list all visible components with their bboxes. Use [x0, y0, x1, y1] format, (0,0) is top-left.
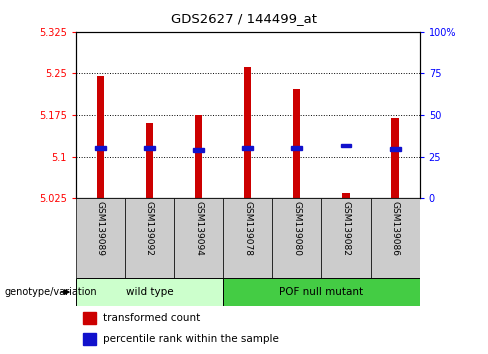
Bar: [342, 193, 349, 198]
Bar: [291, 147, 302, 150]
Bar: [272, 198, 322, 278]
Bar: [174, 198, 223, 278]
Bar: [322, 198, 370, 278]
Text: transformed count: transformed count: [103, 313, 201, 323]
Text: GSM139094: GSM139094: [194, 201, 203, 256]
Bar: [193, 148, 204, 152]
Text: GSM139082: GSM139082: [342, 201, 350, 256]
Bar: [76, 278, 223, 306]
Bar: [244, 67, 251, 198]
Bar: [82, 333, 96, 346]
Bar: [97, 76, 104, 198]
Bar: [144, 147, 155, 150]
Text: GSM139092: GSM139092: [145, 201, 154, 256]
Bar: [146, 123, 153, 198]
Bar: [390, 148, 401, 152]
Bar: [370, 198, 420, 278]
Text: GSM139078: GSM139078: [243, 201, 252, 256]
Bar: [223, 278, 420, 306]
Bar: [341, 144, 351, 148]
Text: percentile rank within the sample: percentile rank within the sample: [103, 335, 279, 344]
Bar: [95, 147, 105, 150]
Text: POF null mutant: POF null mutant: [279, 287, 364, 297]
Bar: [223, 198, 272, 278]
Text: GSM139086: GSM139086: [390, 201, 400, 256]
Text: wild type: wild type: [125, 287, 173, 297]
Text: GSM139080: GSM139080: [292, 201, 301, 256]
Bar: [76, 198, 125, 278]
Bar: [293, 89, 301, 198]
Bar: [82, 312, 96, 324]
Bar: [125, 198, 174, 278]
Bar: [195, 115, 202, 198]
Bar: [242, 147, 253, 150]
Text: genotype/variation: genotype/variation: [5, 287, 98, 297]
Bar: [391, 118, 399, 198]
Text: GDS2627 / 144499_at: GDS2627 / 144499_at: [171, 12, 317, 25]
Text: GSM139089: GSM139089: [96, 201, 105, 256]
